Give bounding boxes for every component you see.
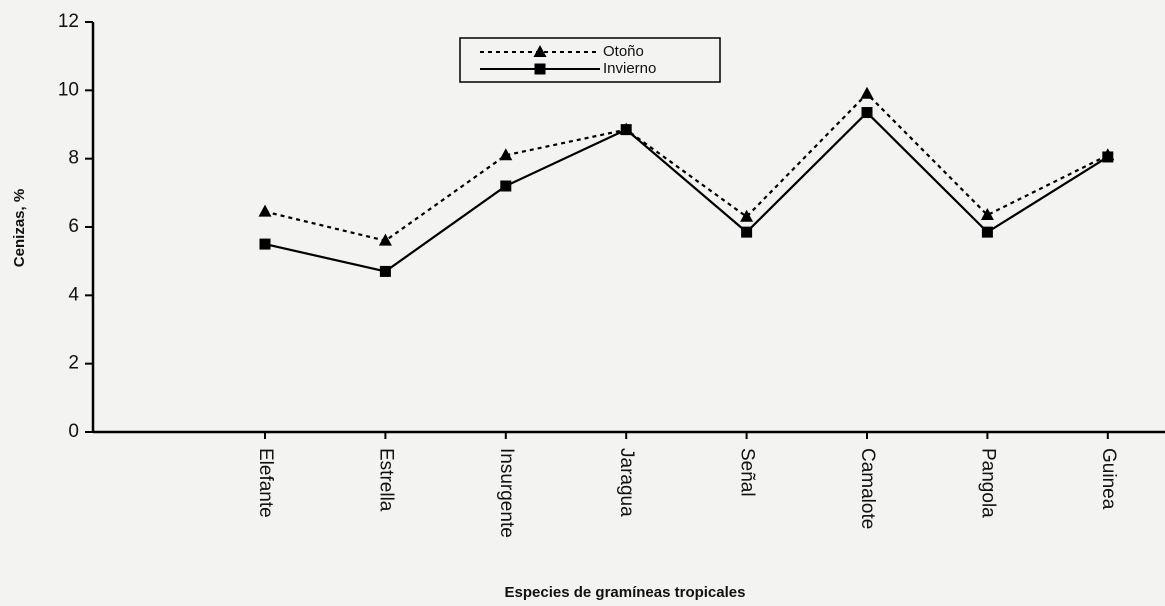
data-point — [378, 233, 392, 246]
y-axis-label: Cenizas, % — [11, 189, 28, 267]
data-point — [259, 238, 271, 250]
x-tick-label: Jaragua — [616, 448, 637, 517]
data-point — [861, 107, 873, 119]
legend-marker — [533, 45, 547, 57]
x-tick-label: Señal — [737, 448, 758, 497]
x-tick-label: Pangola — [977, 448, 998, 518]
y-tick-label: 8 — [68, 148, 79, 169]
series-line — [264, 92, 1109, 242]
x-tick-label: Guinea — [1098, 448, 1119, 510]
data-point — [499, 148, 513, 161]
legend-label: Invierno — [603, 60, 656, 77]
data-point — [860, 86, 874, 99]
data-point — [740, 209, 754, 222]
y-tick-label: 0 — [68, 421, 79, 442]
data-point — [258, 204, 272, 217]
legend-box — [459, 37, 721, 83]
x-tick-label: Camalote — [857, 448, 878, 529]
x-tick-label: Insurgente — [496, 448, 517, 538]
y-tick-label: 6 — [68, 216, 79, 237]
x-tick-label: Elefante — [255, 448, 276, 518]
y-tick-label: 12 — [58, 11, 79, 32]
y-tick-label: 10 — [58, 79, 79, 100]
legend-marker — [534, 63, 546, 75]
y-tick-label: 2 — [68, 353, 79, 374]
x-tick-label: Estrella — [375, 448, 396, 512]
data-point — [980, 208, 994, 221]
series-line — [264, 110, 1109, 273]
data-point — [1102, 151, 1114, 163]
x-axis-label: Especies de gramíneas tropicales — [505, 584, 746, 601]
data-point — [981, 226, 993, 238]
data-point — [379, 265, 391, 277]
data-point — [741, 226, 753, 238]
y-tick-label: 4 — [68, 284, 79, 305]
legend-label: Otoño — [603, 43, 644, 60]
data-point — [500, 180, 512, 192]
data-point — [620, 124, 632, 136]
